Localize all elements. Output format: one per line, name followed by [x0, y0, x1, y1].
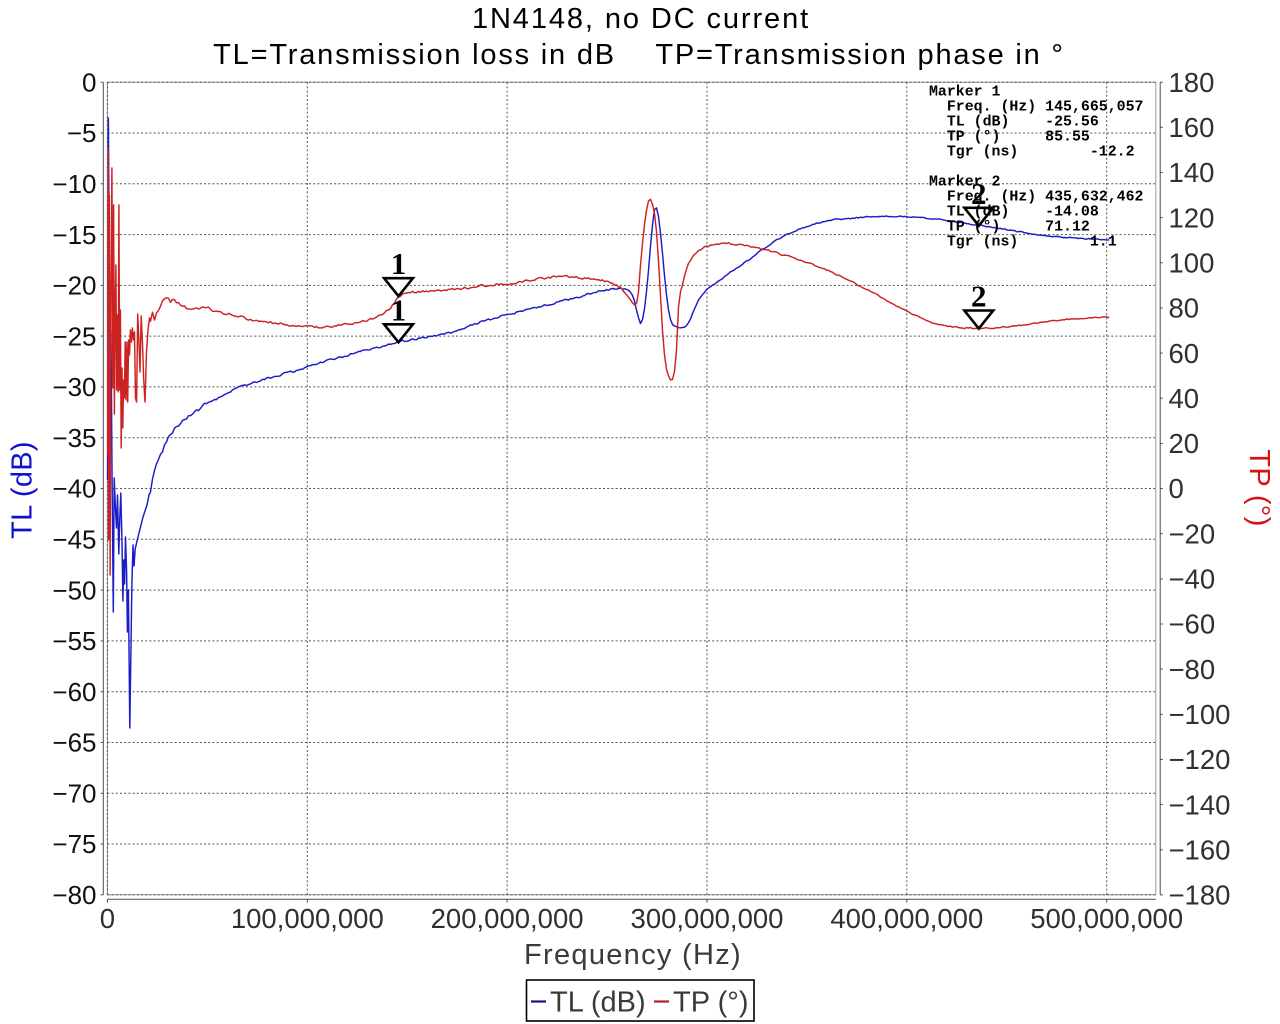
svg-text:80: 80: [1169, 293, 1200, 324]
svg-text:−10: −10: [52, 169, 96, 199]
svg-text:20: 20: [1169, 428, 1200, 459]
svg-text:−60: −60: [1169, 609, 1216, 640]
svg-text:−75: −75: [52, 829, 96, 859]
svg-text:−5: −5: [67, 118, 97, 148]
svg-text:−55: −55: [52, 626, 96, 656]
svg-text:−20: −20: [52, 271, 96, 301]
svg-text:Tgr (ns) 1.1: Tgr (ns) 1.1: [929, 235, 1117, 251]
svg-text:−100: −100: [1169, 699, 1231, 730]
svg-text:400,000,000: 400,000,000: [830, 903, 983, 934]
svg-text:TL=Transmission loss in dB: TL=Transmission loss in dB TP=Transmissi…: [213, 39, 1065, 71]
svg-text:0: 0: [100, 903, 115, 934]
svg-text:−40: −40: [1169, 564, 1216, 595]
svg-text:−45: −45: [52, 525, 96, 555]
svg-text:−50: −50: [52, 575, 96, 605]
svg-text:1N4148, no DC current: 1N4148, no DC current: [472, 3, 810, 35]
svg-text:TP (°): TP (°): [1243, 449, 1275, 526]
svg-text:TP (°): TP (°): [673, 987, 749, 1019]
svg-text:500,000,000: 500,000,000: [1030, 903, 1183, 934]
svg-text:Tgr (ns) -12.2: Tgr (ns) -12.2: [929, 145, 1135, 161]
svg-text:140: 140: [1169, 157, 1215, 188]
svg-text:Marker 2: Marker 2: [929, 175, 1001, 191]
svg-text:0: 0: [82, 67, 96, 97]
svg-text:−140: −140: [1169, 789, 1231, 820]
svg-text:120: 120: [1169, 202, 1215, 233]
svg-text:TL (dB) -25.56: TL (dB) -25.56: [929, 115, 1099, 131]
svg-text:−70: −70: [52, 779, 96, 809]
svg-text:TP (°) 71.12: TP (°) 71.12: [929, 220, 1090, 236]
svg-text:1: 1: [391, 292, 407, 327]
svg-text:180: 180: [1169, 67, 1215, 98]
svg-text:Freq. (Hz) 145,665,057: Freq. (Hz) 145,665,057: [929, 100, 1143, 116]
svg-text:TL (dB): TL (dB): [550, 987, 646, 1019]
svg-text:−30: −30: [52, 372, 96, 402]
svg-text:−40: −40: [52, 474, 96, 504]
svg-text:−20: −20: [1169, 518, 1216, 549]
svg-text:2: 2: [971, 176, 987, 211]
svg-text:TL (dB): TL (dB): [7, 441, 39, 539]
svg-text:−80: −80: [52, 880, 96, 910]
svg-text:−15: −15: [52, 220, 96, 250]
svg-text:−80: −80: [1169, 654, 1216, 685]
svg-text:2: 2: [971, 279, 987, 314]
svg-text:−25: −25: [52, 321, 96, 351]
svg-text:Frequency (Hz): Frequency (Hz): [524, 939, 742, 971]
svg-text:60: 60: [1169, 338, 1200, 369]
svg-text:300,000,000: 300,000,000: [631, 903, 784, 934]
svg-text:Freq. (Hz) 435,632,462: Freq. (Hz) 435,632,462: [929, 190, 1144, 206]
svg-text:0: 0: [1169, 473, 1184, 504]
svg-text:160: 160: [1169, 112, 1215, 143]
svg-text:100,000,000: 100,000,000: [231, 903, 384, 934]
svg-text:100: 100: [1169, 248, 1215, 279]
svg-text:−180: −180: [1169, 880, 1231, 911]
svg-text:200,000,000: 200,000,000: [431, 903, 584, 934]
svg-text:Marker 1: Marker 1: [929, 85, 1001, 101]
svg-text:1: 1: [391, 246, 407, 281]
svg-text:−35: −35: [52, 423, 96, 453]
svg-text:TL (dB) -14.08: TL (dB) -14.08: [929, 205, 1099, 221]
svg-text:−120: −120: [1169, 744, 1231, 775]
svg-text:−160: −160: [1169, 835, 1231, 866]
svg-text:−60: −60: [52, 677, 96, 707]
svg-text:−65: −65: [52, 728, 96, 758]
svg-text:TP (°) 85.55: TP (°) 85.55: [929, 130, 1090, 146]
svg-text:40: 40: [1169, 383, 1200, 414]
